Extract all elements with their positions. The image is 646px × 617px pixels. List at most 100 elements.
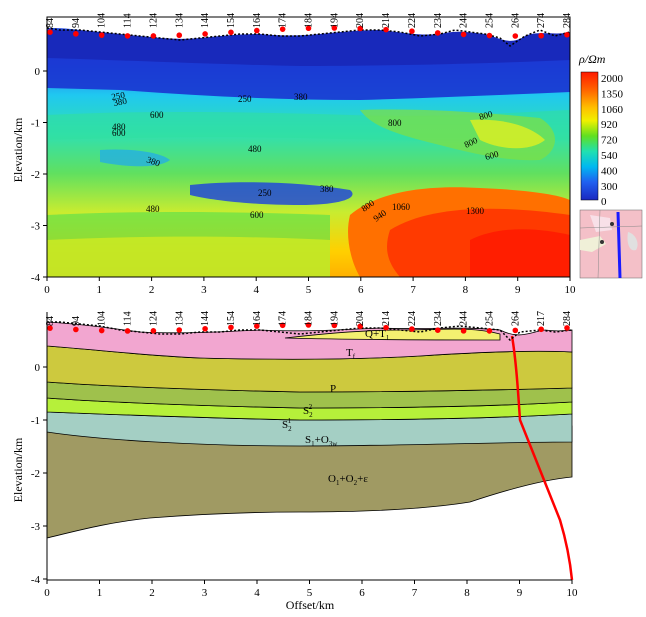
bottom-station-label: 164 <box>252 311 263 326</box>
bottom-x-tick-label: 10 <box>567 587 579 599</box>
bottom-station-dot <box>73 326 79 333</box>
bottom-station-markers: 84 94 104 114 124 134 144 154 164 174 184 194 204 214… <box>45 311 573 334</box>
bottom-station-dot <box>176 327 183 333</box>
contour-label: 480 <box>112 122 126 132</box>
bottom-x-tick-label: 5 <box>307 587 313 599</box>
layer-label-p: P <box>330 383 336 395</box>
bottom-station-dot <box>47 325 53 331</box>
top-y-tick-label: -4 <box>31 272 41 284</box>
top-station-label: 114 <box>123 13 134 28</box>
top-station-label: 194 <box>329 13 340 28</box>
top-station-dot <box>150 33 157 39</box>
top-y-axis-label: Elevation/km <box>11 117 25 182</box>
top-x-tick-label: 8 <box>463 284 469 296</box>
bottom-topography <box>47 321 573 342</box>
top-station-dot <box>124 33 131 39</box>
top-station-label: 254 <box>484 13 495 28</box>
bottom-x-tick-label: 2 <box>149 587 155 599</box>
bottom-station-dot <box>357 323 364 330</box>
layer-label-s2-1: S21 <box>282 417 292 433</box>
bottom-y-tick-label: -3 <box>31 521 41 533</box>
contour-label: 250 <box>258 188 272 198</box>
bottom-station-label: 214 <box>381 311 392 326</box>
top-x-tick-label: 6 <box>358 284 364 296</box>
top-x-tick-label: 0 <box>44 284 50 296</box>
colorbar-tick-label: 1350 <box>601 88 624 100</box>
bottom-station-label: 204 <box>355 311 366 326</box>
bottom-x-tick-label: 1 <box>97 587 103 599</box>
bottom-station-label: 144 <box>200 311 211 326</box>
top-station-dot <box>279 26 286 32</box>
bottom-x-tick-label: 3 <box>202 587 208 599</box>
bottom-x-tick-label: 8 <box>464 587 470 599</box>
bottom-station-label: 124 <box>148 311 159 326</box>
top-x-tick-label: 7 <box>410 284 416 296</box>
top-station-dot <box>228 29 234 36</box>
bottom-y-tick-label: -1 <box>31 415 40 427</box>
colorbar-tick-label: 0 <box>601 196 607 208</box>
top-station-label: 204 <box>355 13 366 28</box>
bottom-station-dot <box>409 326 415 332</box>
top-station-label: 94 <box>71 18 82 28</box>
bottom-y-tick-label: -2 <box>31 468 40 480</box>
bottom-station-dot <box>564 325 570 331</box>
contour-label: 1300 <box>466 206 485 216</box>
bottom-y-tick-label: 0 <box>35 362 41 374</box>
colorbar-title: ρ/Ωm <box>578 52 606 66</box>
contour-label: 380 <box>320 184 334 194</box>
bottom-station-dot <box>512 327 519 334</box>
top-topography <box>46 27 571 47</box>
top-station-dot <box>305 25 312 32</box>
bottom-x-tick-label: 7 <box>412 587 418 599</box>
bottom-station-label: 234 <box>433 311 444 326</box>
colorbar-tick-label: 1060 <box>601 104 624 116</box>
colorbar-tick-label: 540 <box>601 150 618 162</box>
bottom-station-label: 174 <box>278 311 289 326</box>
colorbar-tick-label: 920 <box>601 119 618 131</box>
colorbar-tick-label: 300 <box>601 181 618 193</box>
bottom-station-label: 154 <box>226 311 237 326</box>
top-station-dot <box>98 32 105 38</box>
top-station-label: 284 <box>562 13 573 28</box>
bottom-station-label: 184 <box>304 311 315 326</box>
contour-label: 380 <box>145 154 162 168</box>
top-station-dot <box>564 31 570 38</box>
top-station-dot <box>176 32 183 39</box>
bottom-station-dot <box>383 324 389 331</box>
contour-label: 480 <box>146 204 160 214</box>
bottom-station-dot <box>150 328 157 334</box>
top-station-dot <box>202 31 208 37</box>
top-x-ticks: 0 1 2 3 4 5 6 7 8 9 10 <box>44 277 576 296</box>
fault-line <box>510 335 574 581</box>
contour-label: 250 <box>238 94 252 104</box>
bottom-station-dot <box>486 328 493 334</box>
top-station-label: 184 <box>304 13 315 28</box>
layer-label-tf: Tf <box>346 347 356 361</box>
bottom-station-dot <box>434 327 441 333</box>
top-x-tick-label: 5 <box>306 284 312 296</box>
top-station-label: 274 <box>536 13 547 28</box>
layer-label-s2-2: S22 <box>303 403 313 419</box>
top-station-label: 144 <box>200 13 211 28</box>
bottom-y-tick-label: -4 <box>31 574 41 586</box>
contour-label: 380 <box>294 92 308 102</box>
layer-label-q-t1: Q+T1 <box>365 328 390 342</box>
top-station-dot <box>331 25 338 31</box>
bottom-station-label: 244 <box>459 311 470 326</box>
bottom-station-dot <box>253 323 260 329</box>
top-y-tick-label: -3 <box>31 221 41 233</box>
colorbar-ticks: 2000 1350 1060 920 720 540 400 300 0 <box>601 73 624 208</box>
contour-label: 800 <box>388 118 402 128</box>
top-station-label: 174 <box>278 13 289 28</box>
bottom-x-tick-label: 9 <box>517 587 523 599</box>
top-station-dot <box>253 27 260 34</box>
top-station-label: 134 <box>174 13 185 28</box>
top-station-dot <box>47 29 53 35</box>
bottom-station-label: 254 <box>484 311 495 326</box>
top-station-label: 154 <box>226 13 237 28</box>
colorbar-tick-label: 2000 <box>601 73 624 85</box>
bottom-station-label: 104 <box>97 311 108 326</box>
bottom-x-tick-label: 6 <box>359 587 365 599</box>
bottom-station-dot <box>124 328 131 334</box>
contour-label: 480 <box>248 144 262 154</box>
